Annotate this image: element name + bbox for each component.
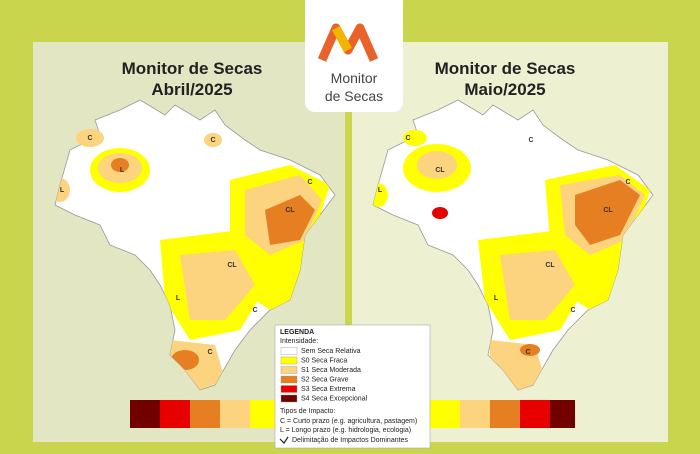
map-label: L (60, 187, 65, 194)
legend-swatch (280, 385, 298, 393)
map-label: L (120, 167, 125, 174)
map-label: CL (545, 262, 555, 269)
map-label: C (525, 349, 530, 356)
map-label: C (87, 135, 92, 142)
legend-box (274, 324, 431, 449)
color-strip (130, 400, 575, 428)
map-period: Abril/2025 (151, 80, 232, 99)
map-label: L (494, 295, 499, 302)
legend-label: S1 Seca Moderada (301, 367, 361, 374)
map-label: CL (285, 207, 295, 214)
map-label: L (176, 295, 181, 302)
legend-subtitle: Tipos de Impacto: (280, 408, 335, 415)
legend-subtitle: Intensidade: (280, 338, 318, 345)
map-label: C (405, 135, 410, 142)
map-label: C (570, 307, 575, 314)
legend-label: S0 Seca Fraca (301, 357, 347, 364)
legend-label: S3 Seca Extrema (301, 386, 356, 393)
legend-swatch (280, 366, 298, 374)
map-label: CL (227, 262, 237, 269)
logo-box (305, 0, 403, 112)
delimitation-icon (279, 436, 289, 444)
legend-swatch (280, 356, 298, 365)
map-label: C (528, 137, 533, 144)
legend-label: S2 Seca Grave (301, 376, 349, 383)
map-label: C (210, 137, 215, 144)
map-title: Monitor de Secas (435, 59, 576, 78)
legend-swatch (280, 347, 298, 355)
map-label: L (378, 187, 383, 194)
legend-swatch (280, 375, 298, 384)
map-label: C (207, 349, 212, 356)
legend-swatch (280, 394, 298, 403)
map-label: CL (435, 167, 445, 174)
map-period: Maio/2025 (464, 80, 545, 99)
map-label: C (625, 179, 630, 186)
legend-delimitation: Delimitação de Impactos Dominantes (292, 437, 408, 444)
logo-text: de Secas (325, 88, 383, 104)
logo-mark (317, 23, 379, 62)
legend-label: Sem Seca Relativa (301, 348, 361, 355)
legend-impact: L = Longo prazo (e.g. hidrologia, ecolog… (280, 427, 411, 434)
map-title: Monitor de Secas (122, 59, 263, 78)
map-label: C (307, 179, 312, 186)
map-label: C (252, 307, 257, 314)
legend-title: LEGENDA (280, 329, 314, 336)
legend-impact: C = Curto prazo (e.g. agricultura, pasta… (280, 418, 417, 425)
logo-text: Monitor (331, 70, 378, 86)
legend-label: S4 Seca Excepcional (301, 395, 368, 402)
map-label: CL (603, 207, 613, 214)
